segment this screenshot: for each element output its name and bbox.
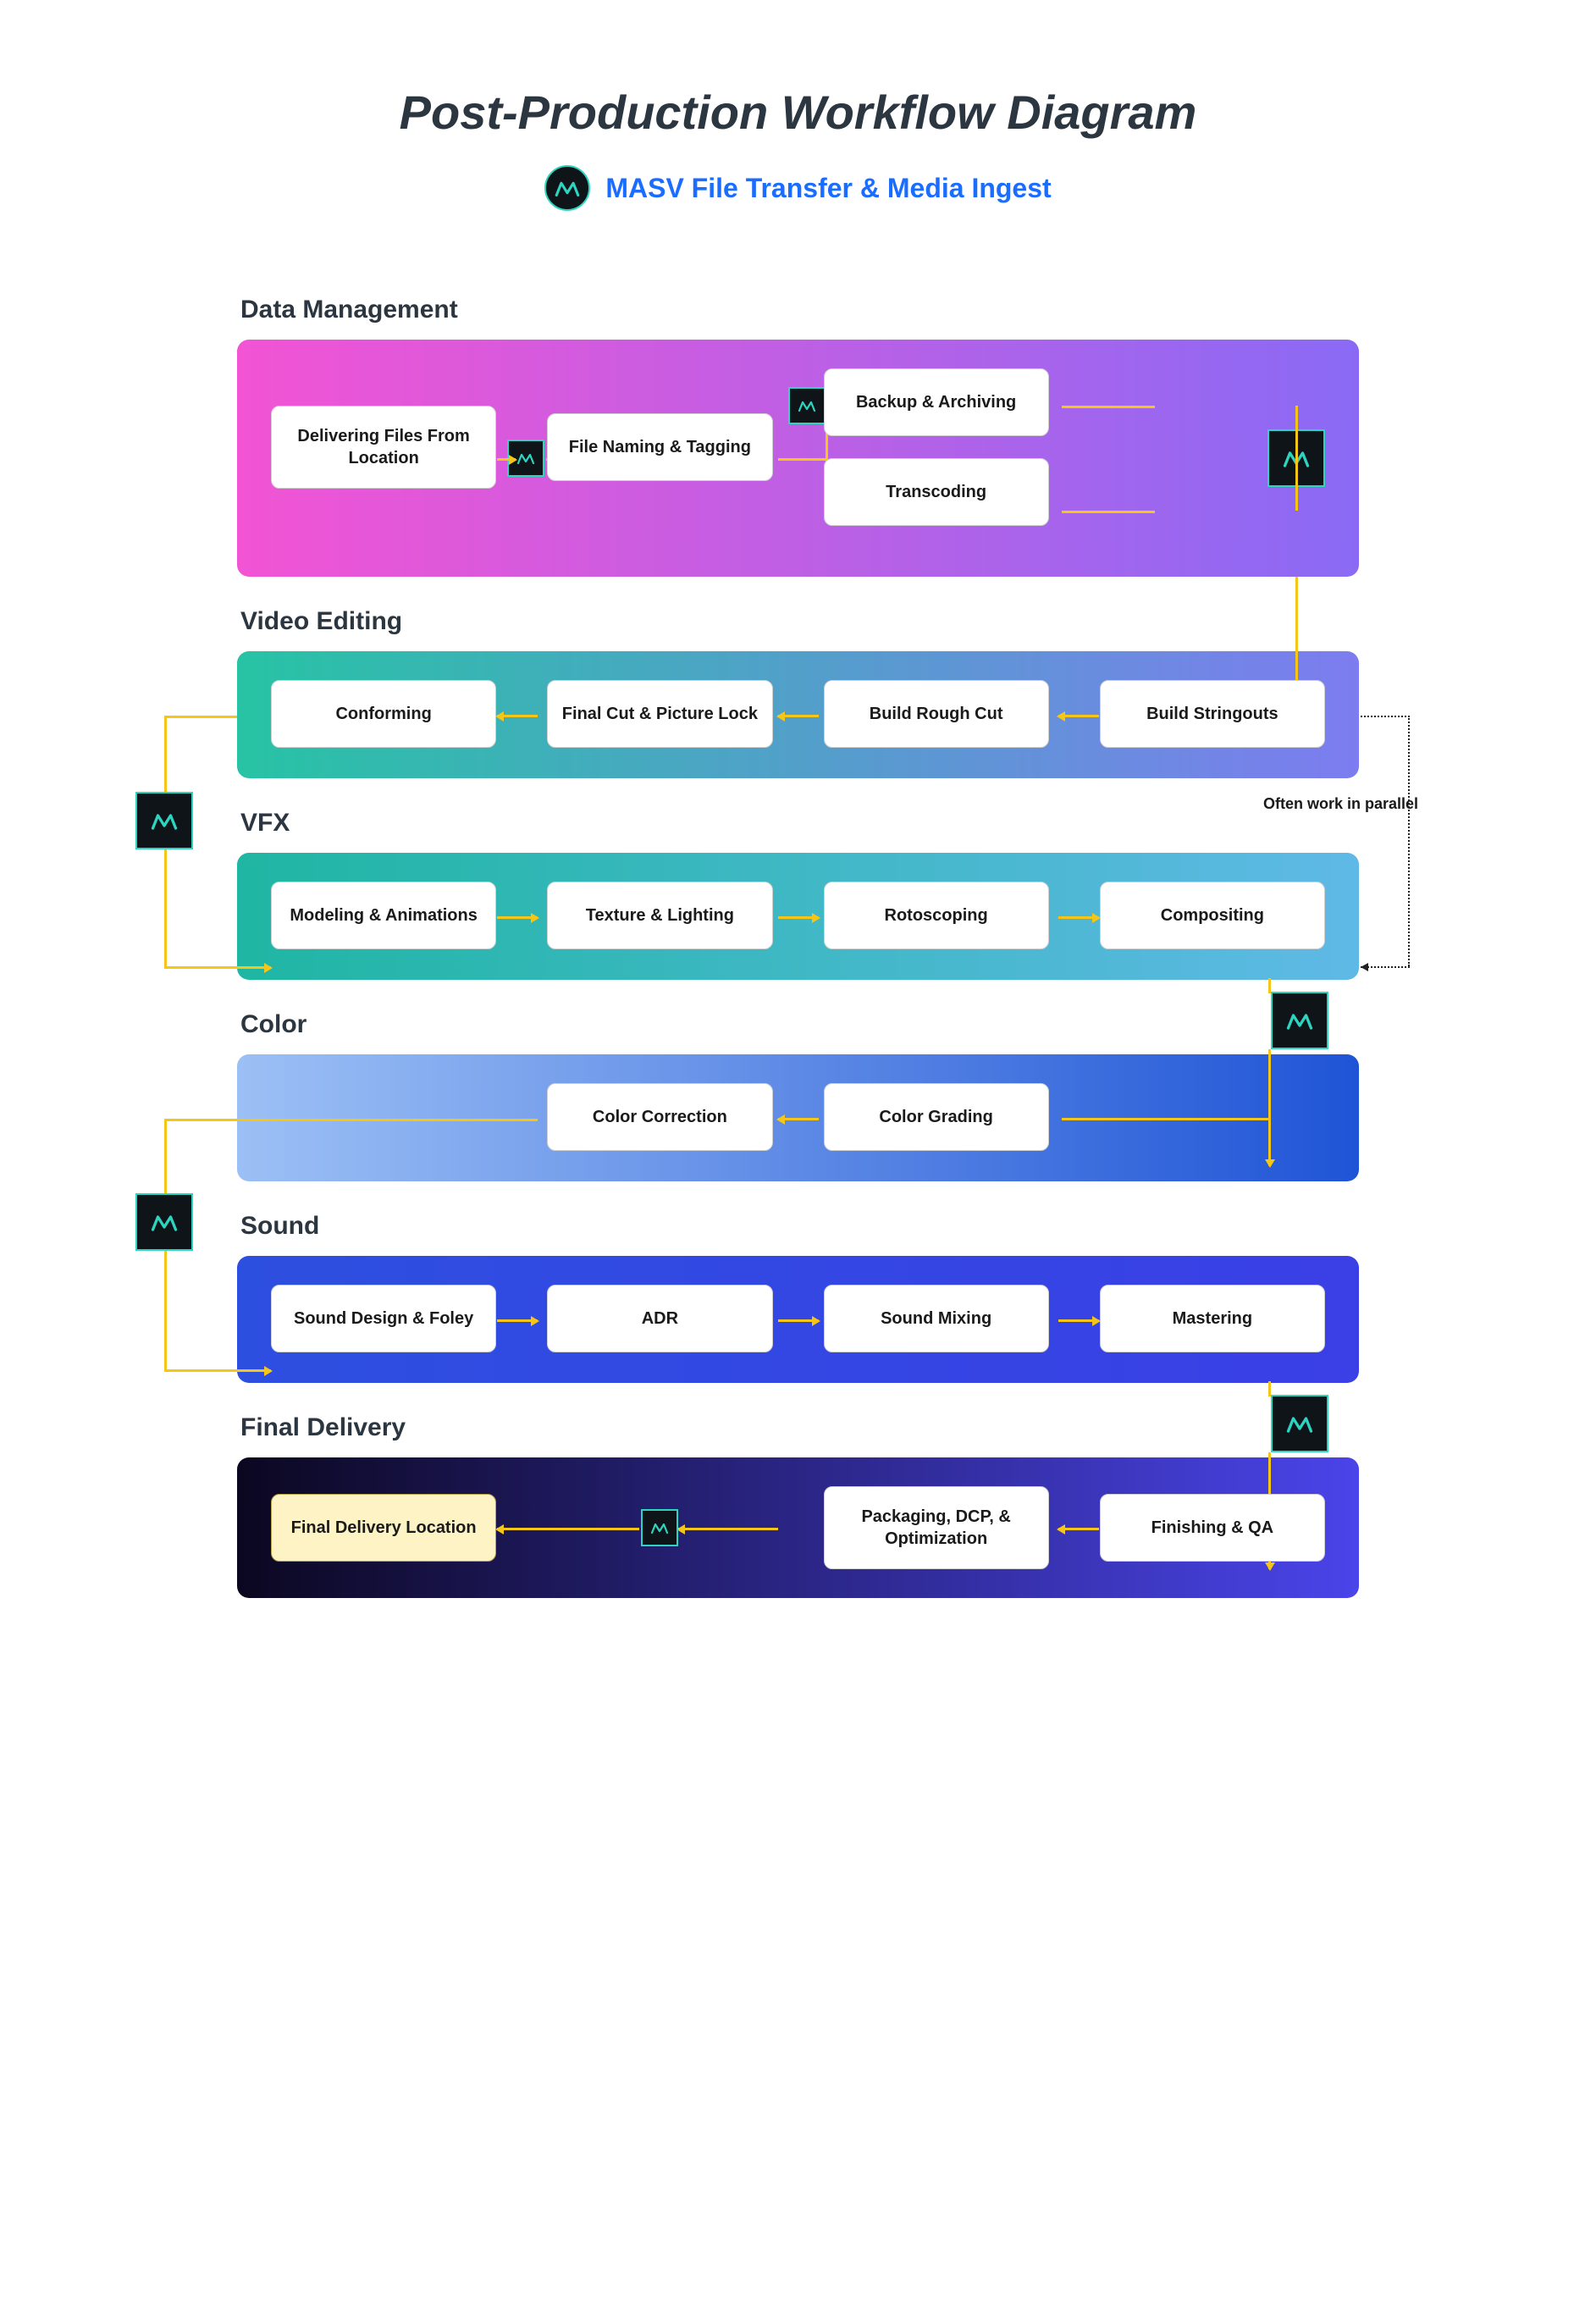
node-compositing: Compositing <box>1100 882 1325 949</box>
masv-icon <box>135 792 193 849</box>
node-sound-mixing: Sound Mixing <box>824 1285 1049 1352</box>
masv-icon <box>1271 992 1328 1049</box>
masv-icon <box>544 165 590 211</box>
subtitle-text: MASV File Transfer & Media Ingest <box>605 173 1051 204</box>
node-color-grading: Color Grading <box>824 1083 1049 1151</box>
node-rotoscoping: Rotoscoping <box>824 882 1049 949</box>
masv-icon <box>641 1509 678 1546</box>
node-backup-archiving: Backup & Archiving <box>824 368 1049 436</box>
masv-icon <box>788 387 826 424</box>
node-final-cut: Final Cut & Picture Lock <box>547 680 772 748</box>
node-final-delivery-location: Final Delivery Location <box>271 1494 496 1562</box>
section-title-sound: Sound <box>240 1212 1359 1241</box>
node-transcoding: Transcoding <box>824 458 1049 526</box>
section-title-data-management: Data Management <box>240 296 1359 324</box>
annotation-parallel: Often work in parallel <box>1263 795 1418 813</box>
node-modeling: Modeling & Animations <box>271 882 496 949</box>
node-packaging: Packaging, DCP, & Optimization <box>824 1486 1049 1569</box>
page-title: Post-Production Workflow Diagram <box>237 85 1359 140</box>
section-title-video-editing: Video Editing <box>240 607 1359 636</box>
section-title-color: Color <box>240 1010 1359 1039</box>
node-conforming: Conforming <box>271 680 496 748</box>
panel-sound: Sound Design & Foley ADR Sound Mixing Ma… <box>237 1256 1359 1383</box>
panel-vfx: Modeling & Animations Texture & Lighting… <box>237 853 1359 980</box>
panel-final-delivery: Final Delivery Location Packaging, DCP, … <box>237 1457 1359 1598</box>
node-stringouts: Build Stringouts <box>1100 680 1325 748</box>
section-title-vfx: VFX <box>240 809 1359 838</box>
subtitle-row: MASV File Transfer & Media Ingest <box>237 165 1359 211</box>
node-color-correction: Color Correction <box>547 1083 772 1151</box>
node-rough-cut: Build Rough Cut <box>824 680 1049 748</box>
node-delivering-files: Delivering Files From Location <box>271 406 496 489</box>
node-texture-lighting: Texture & Lighting <box>547 882 772 949</box>
node-adr: ADR <box>547 1285 772 1352</box>
masv-icon <box>135 1193 193 1251</box>
section-title-final-delivery: Final Delivery <box>240 1413 1359 1442</box>
node-mastering: Mastering <box>1100 1285 1325 1352</box>
masv-icon <box>1271 1395 1328 1452</box>
panel-video-editing: Conforming Final Cut & Picture Lock Buil… <box>237 651 1359 778</box>
node-finishing-qa: Finishing & QA <box>1100 1494 1325 1562</box>
node-file-naming: File Naming & Tagging <box>547 413 772 481</box>
panel-color: Color Correction Color Grading <box>237 1054 1359 1181</box>
panel-data-management: Delivering Files From Location File Nami… <box>237 340 1359 577</box>
node-sound-design: Sound Design & Foley <box>271 1285 496 1352</box>
